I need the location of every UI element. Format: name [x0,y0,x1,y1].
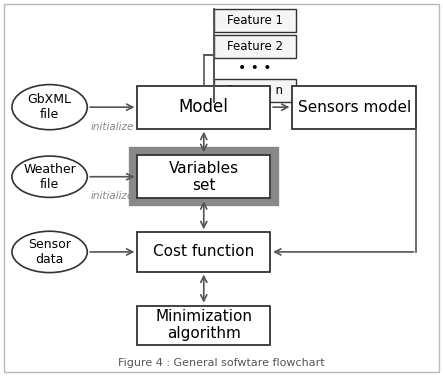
Text: Weather
file: Weather file [23,163,76,191]
Text: Minimization
algorithm: Minimization algorithm [155,309,252,341]
Bar [137,86,270,129]
Bar [214,35,295,58]
Text: Cost function: Cost function [153,244,254,259]
Text: Variables
set: Variables set [169,161,239,193]
Bar [137,305,270,345]
Ellipse shape [12,85,87,130]
Text: Figure 4 : General sofwtare flowchart: Figure 4 : General sofwtare flowchart [118,358,325,368]
Text: initialize: initialize [91,191,134,201]
Bar [292,86,416,129]
Text: Sensors model: Sensors model [298,100,411,115]
Text: Feature 1: Feature 1 [227,14,283,27]
Bar [137,155,270,199]
Bar [137,232,270,271]
Ellipse shape [12,156,87,197]
Text: Feature 2: Feature 2 [227,40,283,53]
Text: Sensor
data: Sensor data [28,238,71,266]
Ellipse shape [12,231,87,273]
Text: GbXML
file: GbXML file [27,93,72,121]
Bar [214,79,295,102]
Text: Model: Model [179,98,229,116]
Text: Feature n: Feature n [227,84,283,97]
Text: initialize: initialize [91,122,134,132]
Text: • • •: • • • [238,61,272,76]
Bar [133,151,275,202]
Bar [214,9,295,32]
